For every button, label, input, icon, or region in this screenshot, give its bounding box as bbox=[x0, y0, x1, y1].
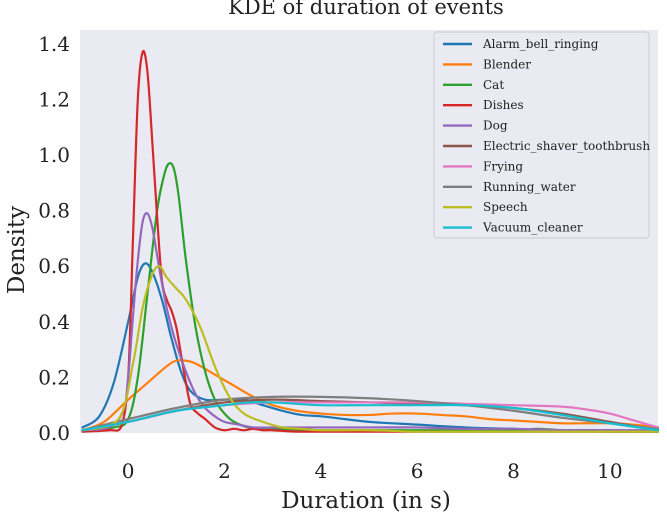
x-tick-label: 6 bbox=[411, 459, 424, 483]
legend-entries: Alarm_bell_ringing Blender Cat Dishes Dog Ele… bbox=[443, 37, 650, 235]
legend-label-dog: Dog bbox=[483, 119, 508, 133]
legend-label-vacuum-cleaner: Vacuum_cleaner bbox=[482, 221, 583, 235]
y-tick-label: 0.6 bbox=[38, 254, 70, 278]
x-tick-label: 2 bbox=[218, 459, 231, 483]
chart-title: KDE of duration of events bbox=[228, 0, 504, 19]
y-tick-label: 1.0 bbox=[38, 143, 70, 167]
series-line-running-water bbox=[81, 395, 660, 432]
series-layer bbox=[81, 50, 660, 433]
series-line-dishes bbox=[81, 50, 660, 433]
y-axis-label: Density bbox=[4, 206, 30, 294]
x-tick-labels: 0 2 4 6 8 10 bbox=[122, 459, 623, 483]
legend-label-cat: Cat bbox=[483, 78, 504, 92]
legend-label-speech: Speech bbox=[483, 200, 528, 214]
x-axis-label: Duration (in s) bbox=[281, 488, 451, 514]
x-tick-label: 8 bbox=[507, 459, 520, 483]
x-tick-label: 4 bbox=[314, 459, 327, 483]
x-tick-label: 0 bbox=[122, 459, 135, 483]
legend-label-blender: Blender bbox=[483, 57, 531, 71]
legend-label-frying: Frying bbox=[483, 159, 523, 173]
series-line-cat bbox=[81, 162, 660, 433]
y-tick-label: 1.4 bbox=[38, 32, 70, 56]
y-tick-label: 0.2 bbox=[38, 365, 70, 389]
y-tick-label: 0.0 bbox=[38, 421, 70, 445]
x-tick-label: 10 bbox=[597, 459, 622, 483]
legend-label-alarm-bell-ringing: Alarm_bell_ringing bbox=[482, 37, 599, 51]
legend-label-running-water: Running_water bbox=[483, 180, 576, 194]
legend-label-electric-shaver-toothbrush: Electric_shaver_toothbrush bbox=[483, 139, 650, 153]
series-line-vacuum-cleaner bbox=[81, 401, 660, 432]
series-line-blender bbox=[81, 359, 660, 432]
legend-label-dishes: Dishes bbox=[483, 98, 524, 112]
series-line-dog bbox=[81, 212, 660, 432]
legend-box bbox=[433, 31, 650, 239]
y-tick-labels: 0.0 0.2 0.4 0.6 0.8 1.0 1.2 1.4 bbox=[38, 32, 70, 445]
y-tick-label: 0.8 bbox=[38, 199, 70, 223]
y-tick-label: 1.2 bbox=[38, 87, 70, 111]
y-tick-label: 0.4 bbox=[38, 310, 70, 334]
series-line-speech bbox=[81, 265, 660, 433]
legend: Alarm_bell_ringing Blender Cat Dishes Dog Ele… bbox=[433, 31, 650, 239]
